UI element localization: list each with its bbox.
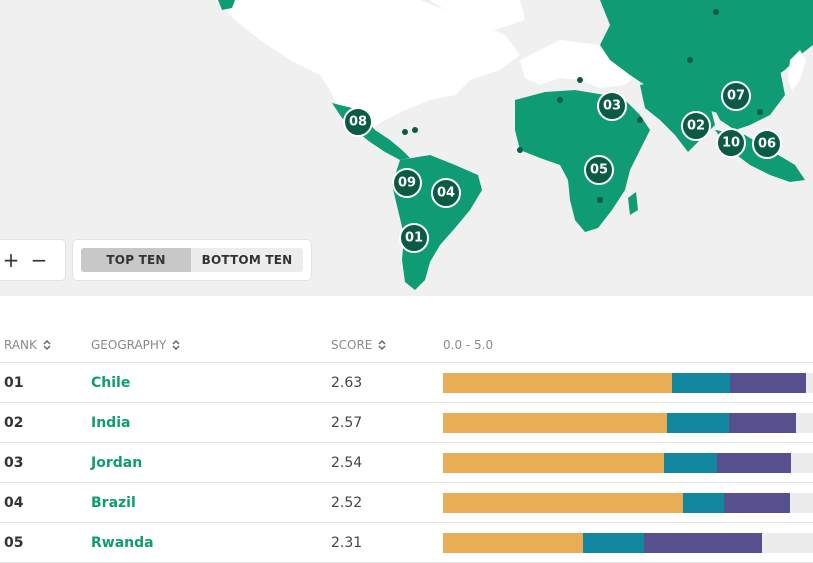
score-column-header[interactable]: SCORE (331, 338, 388, 352)
map-marker-label: 05 (590, 163, 608, 178)
zoom-in-button[interactable]: + (0, 248, 24, 272)
world-map[interactable]: 01 02 03 04 05 06 07 08 09 10 + − (0, 0, 813, 296)
table-row: 01 Chile 2.63 (0, 363, 813, 403)
ranking-toggle-panel: TOP TEN BOTTOM TEN (73, 240, 311, 280)
map-marker-09[interactable]: 09 (392, 168, 422, 198)
table-row: 02 India 2.57 (0, 403, 813, 443)
map-marker-label: 01 (405, 231, 423, 246)
map-marker-label: 06 (758, 137, 776, 152)
table-header: RANK GEOGRAPHY SCORE 0.0 - 5.0 (0, 332, 813, 363)
score-cell: 2.31 (331, 535, 363, 551)
score-cell: 2.54 (331, 455, 363, 471)
range-column-header: 0.0 - 5.0 (443, 338, 493, 352)
score-bar-segment-2 (666, 413, 729, 433)
score-bar-segment-1 (443, 533, 584, 553)
score-bar-segment-3 (728, 413, 797, 433)
score-bar-segment-3 (724, 493, 791, 513)
score-bar-segment-2 (664, 453, 718, 473)
geography-link[interactable]: Rwanda (91, 535, 154, 551)
map-marker-label: 08 (349, 115, 367, 130)
map-marker-label: 02 (687, 119, 705, 134)
map-marker-10[interactable]: 10 (716, 128, 746, 158)
score-bar-segment-3 (644, 533, 762, 553)
score-bar (443, 533, 813, 553)
map-marker-06[interactable]: 06 (752, 129, 782, 159)
score-bar (443, 493, 813, 513)
map-marker-03[interactable]: 03 (597, 91, 627, 121)
map-marker-08[interactable]: 08 (343, 107, 373, 137)
score-cell: 2.52 (331, 495, 363, 511)
geography-column-header[interactable]: GEOGRAPHY (91, 338, 182, 352)
score-cell: 2.57 (331, 415, 363, 431)
map-marker-label: 03 (603, 99, 621, 114)
bottom-ten-button[interactable]: BOTTOM TEN (191, 248, 303, 272)
geography-link[interactable]: India (91, 415, 131, 431)
range-header-label: 0.0 - 5.0 (443, 338, 494, 352)
sort-icon (172, 339, 180, 351)
rank-cell: 03 (4, 455, 24, 471)
map-marker-label: 07 (727, 89, 745, 104)
score-cell: 2.63 (331, 375, 363, 391)
score-bar-segment-3 (730, 373, 807, 393)
ranking-table: RANK GEOGRAPHY SCORE 0.0 - 5.0 01 Chile … (0, 296, 813, 563)
geography-link[interactable]: Chile (91, 375, 131, 391)
map-marker-label: 10 (722, 136, 740, 151)
map-marker-01[interactable]: 01 (399, 223, 429, 253)
geography-link[interactable]: Brazil (91, 495, 136, 511)
zoom-out-button[interactable]: − (26, 248, 52, 272)
score-bar (443, 453, 813, 473)
zoom-controls: + − (0, 240, 65, 280)
geography-link[interactable]: Jordan (91, 455, 143, 471)
map-marker-04[interactable]: 04 (431, 178, 461, 208)
score-bar-segment-2 (583, 533, 645, 553)
score-bar-segment-1 (443, 493, 684, 513)
sort-icon (378, 339, 386, 351)
ranking-toggle: TOP TEN BOTTOM TEN (81, 248, 303, 272)
rank-column-header[interactable]: RANK (4, 338, 53, 352)
rank-cell: 02 (4, 415, 24, 431)
rank-cell: 05 (4, 535, 24, 551)
score-bar-segment-2 (671, 373, 731, 393)
score-bar (443, 413, 813, 433)
rank-cell: 04 (4, 495, 24, 511)
map-marker-label: 04 (437, 186, 455, 201)
score-bar-segment-2 (683, 493, 725, 513)
score-bar-segment-1 (443, 373, 672, 393)
rank-cell: 01 (4, 375, 24, 391)
sort-icon (43, 339, 51, 351)
rank-header-label: RANK (4, 338, 37, 352)
top-ten-button[interactable]: TOP TEN (81, 248, 191, 272)
map-canvas[interactable]: 01 02 03 04 05 06 07 08 09 10 (0, 0, 813, 296)
map-marker-07[interactable]: 07 (721, 81, 751, 111)
table-row: 04 Brazil 2.52 (0, 483, 813, 523)
map-marker-label: 09 (398, 176, 416, 191)
score-bar-segment-1 (443, 413, 667, 433)
score-bar (443, 373, 813, 393)
score-bar-segment-1 (443, 453, 665, 473)
score-bar-segment-3 (717, 453, 792, 473)
map-marker-02[interactable]: 02 (681, 111, 711, 141)
geography-header-label: GEOGRAPHY (91, 338, 167, 352)
map-marker-05[interactable]: 05 (584, 155, 614, 185)
table-row: 03 Jordan 2.54 (0, 443, 813, 483)
table-row: 05 Rwanda 2.31 (0, 523, 813, 563)
score-header-label: SCORE (331, 338, 373, 352)
